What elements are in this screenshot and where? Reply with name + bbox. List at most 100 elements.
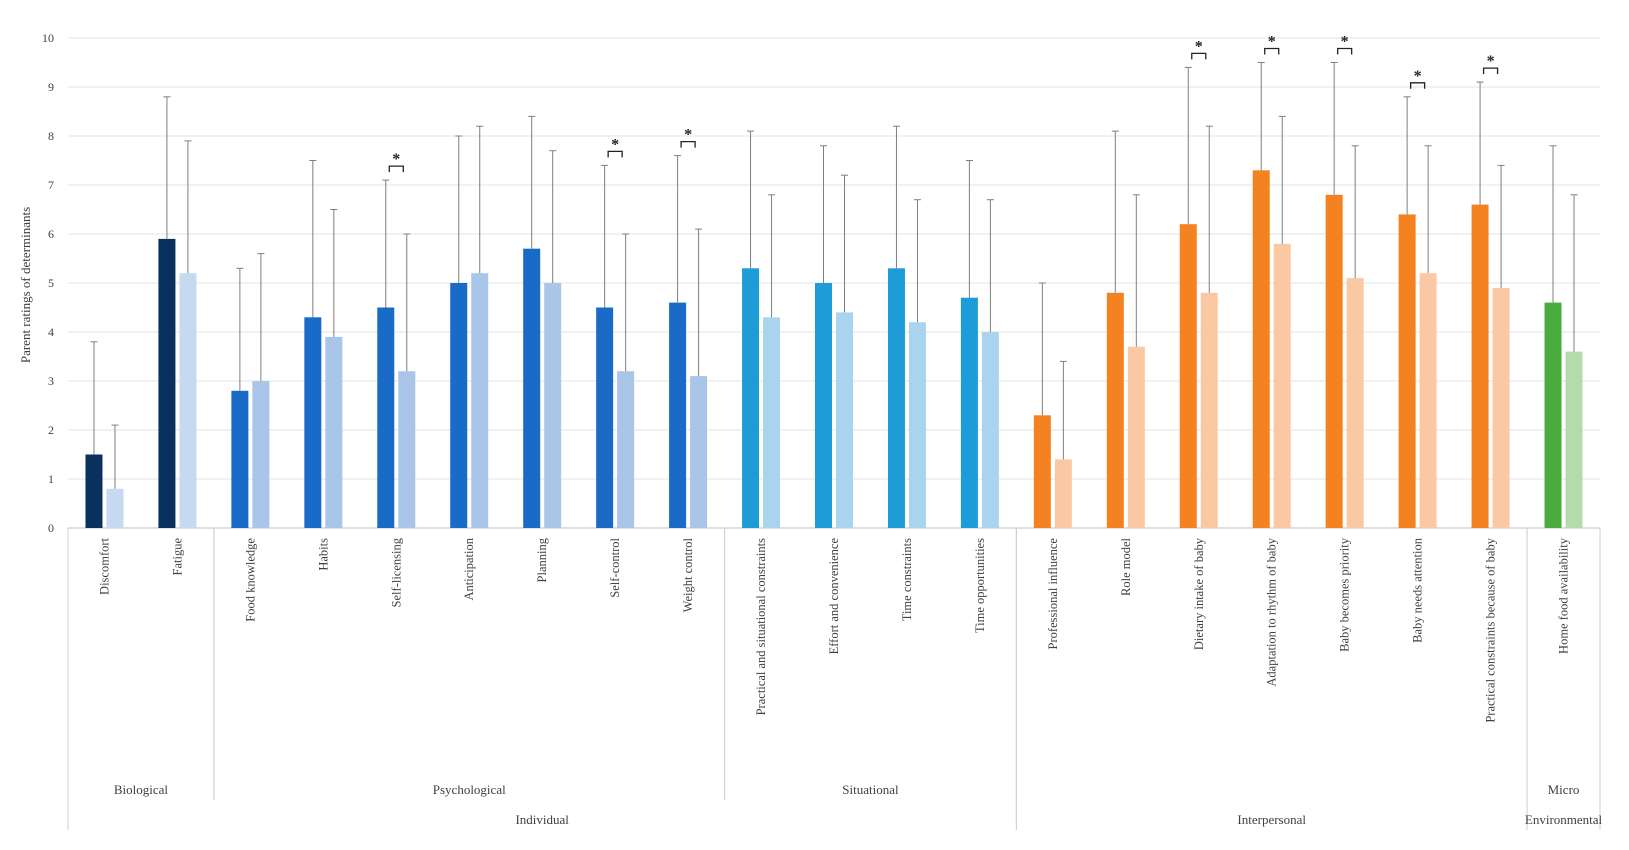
group-label-level2: Interpersonal [1237, 812, 1306, 827]
bar-group2 [981, 332, 999, 528]
group-label-level1: Situational [842, 782, 899, 797]
gridlines [68, 37, 1600, 529]
bar-group2 [690, 376, 708, 528]
bar-group1 [450, 283, 468, 528]
significance-bracket [1409, 82, 1426, 89]
significance-bracket [1191, 52, 1207, 60]
bar-group2 [471, 273, 489, 528]
bar-group1 [815, 283, 832, 528]
y-tick-label: 0 [48, 521, 54, 535]
significance-markers: * * * * * * * * [388, 34, 1499, 173]
x-tick-label: Role model [1119, 537, 1133, 596]
bar-group1 [1252, 170, 1270, 529]
x-tick-label: Habits [316, 538, 330, 571]
group-label-level1: Micro [1548, 782, 1580, 797]
x-tick-label: Weight control [681, 537, 695, 612]
y-axis-ticks: 0 1 2 3 4 5 6 7 8 9 10 [42, 31, 54, 535]
y-tick-label: 8 [48, 129, 54, 143]
x-tick-label: Practical constraints because of baby [1484, 537, 1498, 722]
bar-group1 [1179, 224, 1197, 528]
bar-group1 [1398, 214, 1416, 528]
bar-group2 [1565, 351, 1583, 528]
x-tick-label: Adaptation to rhythm of baby [1265, 537, 1279, 686]
y-tick-label: 3 [48, 374, 54, 388]
bar-group2 [1054, 459, 1072, 528]
significance-bracket [1337, 47, 1353, 55]
bar-group2 [398, 371, 416, 528]
bar-group2 [1200, 292, 1218, 528]
bar-group1 [158, 238, 176, 528]
x-tick-label: Baby becomes priority [1338, 537, 1352, 652]
y-axis-label: Parent ratings of determinants [18, 207, 33, 363]
x-tick-label: Baby needs attention [1411, 537, 1425, 643]
category-groups: Biological Psychological Situational Micro I… [67, 528, 1603, 830]
bar-group1 [377, 307, 395, 528]
y-tick-label: 5 [48, 276, 54, 290]
x-tick-label: Self-licensing [389, 537, 403, 607]
x-tick-label: Dietary intake of baby [1192, 537, 1206, 650]
bar-group2 [1419, 273, 1437, 528]
bar-group1 [887, 268, 905, 528]
group-label-level1: Biological [114, 782, 169, 797]
bar-group1 [231, 390, 249, 528]
y-tick-label: 9 [48, 80, 54, 94]
bar-group1 [669, 302, 687, 528]
significance-star: * [392, 151, 400, 168]
x-tick-label: Fatigue [170, 538, 184, 576]
bar-group1 [1033, 415, 1051, 528]
significance-star: * [1341, 34, 1349, 51]
bar-group2 [1127, 346, 1145, 528]
y-tick-label: 2 [48, 423, 54, 437]
bar-group2 [544, 283, 562, 528]
x-tick-label: Practical and situational constraints [754, 538, 768, 716]
significance-star: * [1414, 68, 1422, 85]
bar-group2 [179, 273, 197, 528]
y-tick-label: 1 [48, 472, 54, 486]
bar-group2 [1492, 287, 1510, 528]
x-tick-label: Home food availability [1557, 537, 1571, 654]
group-label-level2: Environmental [1525, 812, 1603, 827]
bar-group2 [1346, 278, 1364, 528]
significance-bracket [1482, 67, 1499, 75]
significance-star: * [684, 127, 692, 144]
bar-group1 [1544, 302, 1562, 528]
x-tick-label: Time constraints [900, 538, 914, 621]
bar-group1 [1325, 194, 1343, 529]
x-tick-label: Discomfort [97, 537, 111, 594]
bar-group1 [85, 454, 103, 528]
bar-group1 [304, 317, 322, 528]
x-tick-label: Time opportunities [973, 538, 987, 633]
x-axis-labels: Discomfort Fatigue Food knowledge Habits Sel… [97, 537, 1570, 722]
bar-group2 [617, 371, 635, 528]
bar-group2 [252, 381, 270, 528]
y-tick-label: 4 [48, 325, 54, 339]
x-tick-label: Planning [535, 537, 549, 582]
significance-bracket [388, 165, 404, 173]
error-bars [90, 62, 1578, 489]
significance-bracket [680, 140, 696, 148]
bar-group2 [908, 322, 926, 528]
bar-group1 [742, 268, 760, 528]
significance-star: * [611, 136, 619, 153]
x-tick-label: Food knowledge [243, 538, 257, 622]
x-tick-label: Self-control [608, 537, 622, 597]
bar-group1 [523, 248, 541, 528]
bar-group2 [1273, 243, 1291, 529]
bar-group1 [596, 307, 614, 528]
y-tick-label: 6 [48, 227, 54, 241]
y-tick-label: 10 [42, 31, 54, 45]
x-tick-label: Professional influence [1046, 538, 1060, 650]
significance-star: * [1487, 53, 1495, 70]
bar-group2 [325, 336, 343, 528]
significance-star: * [1268, 34, 1276, 51]
bar-group2 [106, 488, 124, 528]
bar-group1 [1471, 204, 1489, 528]
group-label-level1: Psychological [433, 782, 506, 797]
bar-group1 [960, 297, 978, 528]
significance-bracket [607, 150, 623, 158]
significance-star: * [1195, 38, 1203, 55]
bar-group2 [763, 317, 781, 528]
x-tick-label: Anticipation [462, 537, 476, 600]
bars [85, 170, 1583, 529]
